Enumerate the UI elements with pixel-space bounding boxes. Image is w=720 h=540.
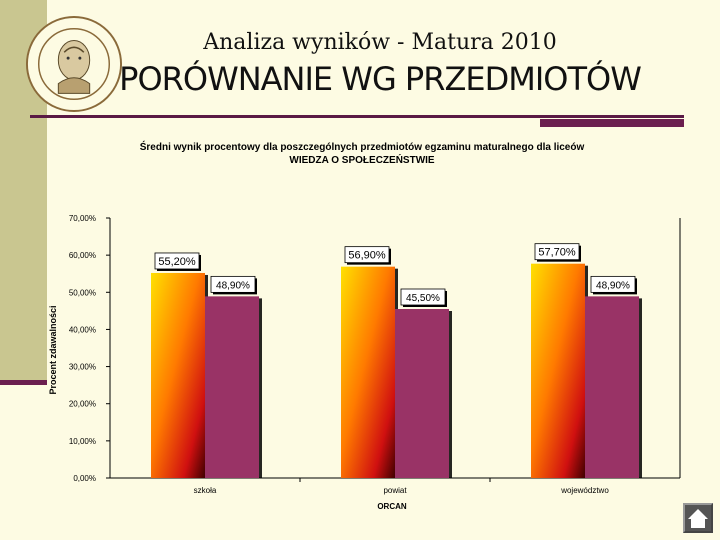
school-seal-icon: [25, 15, 123, 113]
title-divider: [30, 115, 684, 118]
y-tick-label: 60,00%: [69, 251, 96, 260]
data-label: 57,70%: [538, 247, 576, 259]
x-axis-label: ORCAN: [377, 502, 407, 511]
bar: [531, 263, 585, 478]
y-tick-label: 20,00%: [69, 400, 96, 409]
y-tick-label: 10,00%: [69, 437, 96, 446]
bar: [395, 309, 449, 478]
bar: [341, 266, 395, 478]
data-label: 45,50%: [406, 293, 440, 304]
chart-title: Średni wynik procentowy dla poszczególny…: [140, 140, 585, 153]
x-tick-label: województwo: [560, 486, 609, 495]
chart-subtitle: WIEDZA O SPOŁECZEŃSTWIE: [289, 153, 435, 166]
data-label-box: [400, 288, 446, 306]
data-label-box: [210, 275, 256, 293]
y-tick-label: 40,00%: [69, 325, 96, 334]
data-label: 48,90%: [216, 280, 250, 291]
y-tick-label: 30,00%: [69, 363, 96, 372]
bar: [205, 296, 259, 478]
y-tick-label: 70,00%: [69, 214, 96, 223]
data-label-box: [590, 275, 636, 293]
data-label: 55,20%: [158, 256, 196, 268]
home-icon: [688, 509, 708, 528]
data-label-box: [534, 243, 580, 261]
y-tick-label: 50,00%: [69, 288, 96, 297]
x-tick-label: powiat: [383, 486, 407, 495]
bar: [585, 296, 639, 478]
slide-subtitle: Analiza wyników - Matura 2010: [203, 30, 557, 55]
data-label: 48,90%: [596, 280, 630, 291]
home-button[interactable]: [683, 503, 713, 533]
title-divider-accent: [540, 119, 684, 127]
bar: [151, 272, 205, 478]
y-axis-label: Procent zdawalności: [48, 305, 58, 394]
data-label: 56,90%: [348, 250, 386, 262]
left-decor-tail: [0, 380, 47, 385]
x-tick-label: szkoła: [194, 486, 217, 495]
y-tick-label: 0,00%: [73, 474, 96, 483]
data-label-box: [344, 246, 390, 264]
data-label-box: [154, 252, 200, 270]
slide-title: PORÓWNANIE WG PRZEDMIOTÓW: [119, 60, 642, 98]
